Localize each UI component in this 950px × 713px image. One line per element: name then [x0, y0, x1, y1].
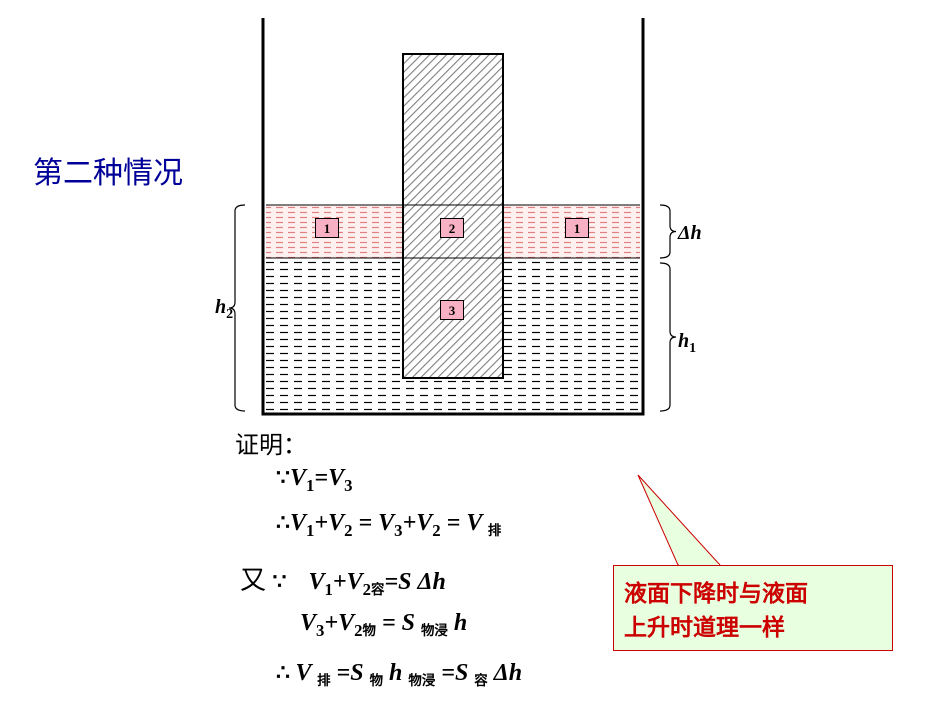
callout-line2: 上升时道理一样 — [624, 608, 882, 642]
callout-box: 液面下降时与液面 上升时道理一样 — [613, 565, 893, 651]
callout-line1: 液面下降时与液面 — [624, 574, 882, 608]
